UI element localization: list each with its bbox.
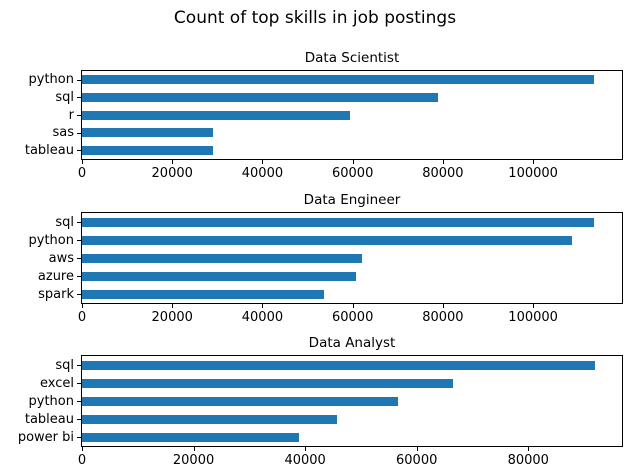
x-tick-mark	[82, 447, 83, 451]
y-tick-mark	[77, 401, 81, 402]
x-tick-mark	[533, 304, 535, 308]
x-tick-mark	[262, 160, 264, 164]
bar-sql	[82, 217, 595, 227]
y-tick-mark	[77, 222, 81, 223]
y-tick-label-excel: excel	[40, 375, 74, 391]
axes-data-analyst: sql excel python tableau power bi 0 20000 40000…	[18, 355, 623, 467]
x-tick-label-80000: 80000	[507, 453, 549, 468]
x-tick-label-40000: 40000	[241, 166, 284, 181]
bar-aws	[82, 253, 363, 263]
x-tick-mark	[416, 447, 418, 451]
x-tick-label-60000: 60000	[331, 310, 374, 325]
subplot-title-data-engineer: Data Engineer	[303, 192, 401, 208]
x-tick-mark	[442, 304, 444, 308]
x-tick-mark	[305, 447, 307, 451]
x-tick-label-20000: 20000	[172, 453, 215, 468]
y-tick-mark	[77, 437, 81, 438]
y-tick-label-azure: azure	[37, 268, 74, 284]
y-tick-label-spark: spark	[38, 286, 74, 302]
x-tick-label-100000: 100000	[508, 310, 558, 325]
y-tick-mark	[77, 383, 81, 384]
bar-tableau	[82, 145, 213, 155]
bar-r	[82, 110, 350, 120]
y-tick-mark	[77, 132, 81, 134]
x-tick-mark	[172, 304, 174, 308]
y-tick-mark	[77, 150, 81, 152]
x-tick-mark	[193, 447, 195, 451]
bar-spark	[82, 289, 325, 299]
x-tick-label-40000: 40000	[241, 310, 284, 325]
x-tick-mark	[533, 160, 535, 164]
y-tick-mark	[77, 97, 81, 99]
x-tick-mark	[262, 304, 264, 308]
y-tick-mark	[77, 258, 81, 259]
y-tick-label-python: python	[28, 72, 74, 88]
axes-data-engineer: sql python aws azure spark 0 20000 40000 60000 80…	[29, 212, 623, 324]
x-tick-mark	[82, 160, 83, 164]
y-tick-label-sas: sas	[52, 125, 74, 141]
y-tick-label-r: r	[68, 107, 74, 123]
subplot-title-data-scientist: Data Scientist	[304, 50, 400, 66]
x-tick-label-0: 0	[77, 310, 87, 325]
bar-tableau	[82, 414, 338, 424]
y-tick-mark	[77, 115, 81, 116]
y-tick-mark	[77, 276, 81, 277]
bar-python	[82, 396, 399, 406]
y-tick-mark	[77, 365, 81, 366]
bar-sql	[82, 360, 596, 370]
bar-azure	[82, 271, 357, 281]
bar-python	[82, 235, 573, 245]
y-tick-label-python: python	[28, 232, 74, 248]
bar-python	[82, 75, 595, 85]
x-tick-label-0: 0	[77, 166, 87, 181]
x-tick-mark	[352, 160, 354, 164]
subplot-title-data-analyst: Data Analyst	[308, 335, 396, 351]
x-tick-mark	[352, 304, 354, 308]
x-tick-label-100000: 100000	[508, 166, 558, 181]
x-tick-mark	[82, 304, 83, 308]
y-tick-label-tableau: tableau	[24, 411, 74, 427]
x-tick-mark	[442, 160, 444, 164]
bar-sql	[82, 92, 438, 102]
y-tick-label-python: python	[28, 393, 74, 409]
x-tick-label-60000: 60000	[396, 453, 438, 468]
y-tick-label-power-bi: power bi	[17, 429, 74, 445]
y-tick-label-sql: sql	[55, 214, 74, 230]
x-tick-label-40000: 40000	[284, 453, 326, 468]
bar-excel	[82, 378, 453, 388]
x-tick-label-20000: 20000	[151, 310, 193, 325]
y-tick-mark	[77, 294, 81, 295]
x-tick-label-80000: 80000	[422, 166, 464, 181]
figure-title: Count of top skills in job postings	[173, 8, 457, 28]
y-tick-label-tableau: tableau	[24, 142, 74, 158]
y-tick-label-sql: sql	[55, 357, 74, 373]
axes-data-scientist: python sql r sas tableau 0 20000 40000 60000 8000…	[25, 70, 623, 180]
x-tick-label-20000: 20000	[151, 166, 193, 181]
bar-sas	[82, 128, 214, 138]
x-tick-mark	[528, 447, 530, 451]
x-tick-label-80000: 80000	[422, 310, 464, 325]
y-tick-mark	[77, 79, 81, 81]
x-tick-mark	[172, 160, 174, 164]
y-tick-mark	[77, 419, 81, 420]
y-tick-label-sql: sql	[55, 89, 74, 105]
bar-power-bi	[82, 432, 299, 442]
x-tick-label-60000: 60000	[331, 166, 374, 181]
y-tick-mark	[77, 240, 81, 241]
x-tick-label-0: 0	[77, 453, 87, 468]
y-tick-label-aws: aws	[48, 250, 74, 266]
